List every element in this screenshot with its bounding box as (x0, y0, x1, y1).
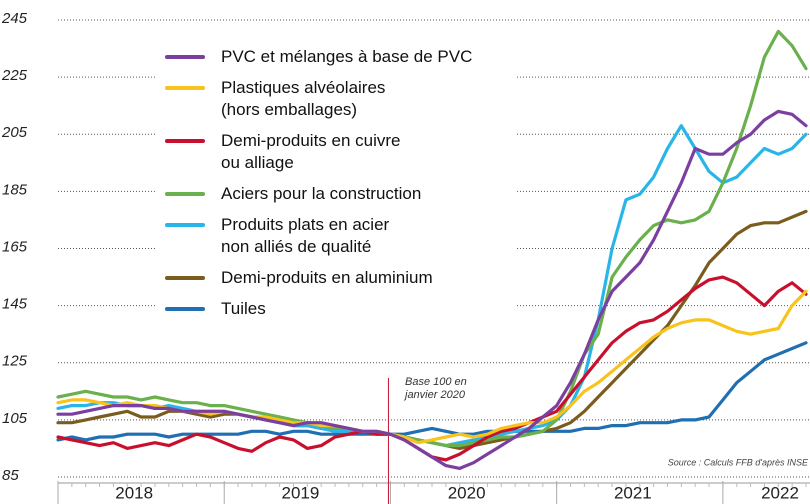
y-tick-label: 125 (2, 353, 28, 370)
annotation: Base 100 en janvier 2020 (403, 376, 467, 401)
legend-item: Tuiles (155, 298, 515, 320)
y-tick-label: 85 (2, 467, 19, 484)
y-tick-label: 145 (2, 296, 28, 313)
y-tick-label: 165 (2, 238, 28, 255)
source: Source : Calculs FFB d'après INSE (668, 457, 809, 467)
legend-item: Aciers pour la construction (155, 183, 515, 205)
x-tick-label: 2022 (761, 483, 799, 502)
legend-swatch (165, 276, 205, 280)
x-tick-label: 2018 (115, 483, 153, 502)
y-tick-label: 225 (1, 67, 28, 84)
x-tick-label: 2020 (448, 483, 486, 502)
series-line (56, 341, 808, 442)
legend: PVC et mélanges à base de PVC Plastiques … (155, 38, 515, 333)
legend-label: Aciers pour la construction (221, 184, 422, 203)
y-tick-label: 245 (1, 10, 28, 27)
legend-label: Produits plats en acier non alliés de qu… (221, 215, 390, 256)
y-tick-label: 205 (1, 124, 28, 141)
y-tick-label: 105 (2, 410, 28, 427)
x-tick-label: 2019 (281, 483, 319, 502)
legend-swatch (165, 86, 205, 90)
x-tick-label: 2021 (614, 483, 652, 502)
y-tick-label: 185 (2, 181, 28, 198)
legend-label: Tuiles (221, 299, 266, 318)
legend-item: Produits plats en acier non alliés de qu… (155, 214, 515, 258)
legend-item: Demi-produits en cuivre ou alliage (155, 130, 515, 174)
legend-swatch (165, 223, 205, 227)
legend-swatch (165, 307, 205, 311)
legend-label: Demi-produits en cuivre ou alliage (221, 131, 401, 172)
legend-swatch (165, 55, 205, 59)
legend-item: Demi-produits en aluminium (155, 267, 515, 289)
legend-swatch (165, 192, 205, 196)
legend-swatch (165, 139, 205, 143)
legend-label: Demi-produits en aluminium (221, 268, 433, 287)
series-line (56, 29, 808, 448)
series-line (56, 109, 808, 470)
legend-item: PVC et mélanges à base de PVC (155, 46, 515, 68)
legend-item: Plastiques alvéolaires (hors emballages) (155, 77, 515, 121)
legend-label: Plastiques alvéolaires (hors emballages) (221, 78, 386, 119)
legend-label: PVC et mélanges à base de PVC (221, 47, 473, 66)
